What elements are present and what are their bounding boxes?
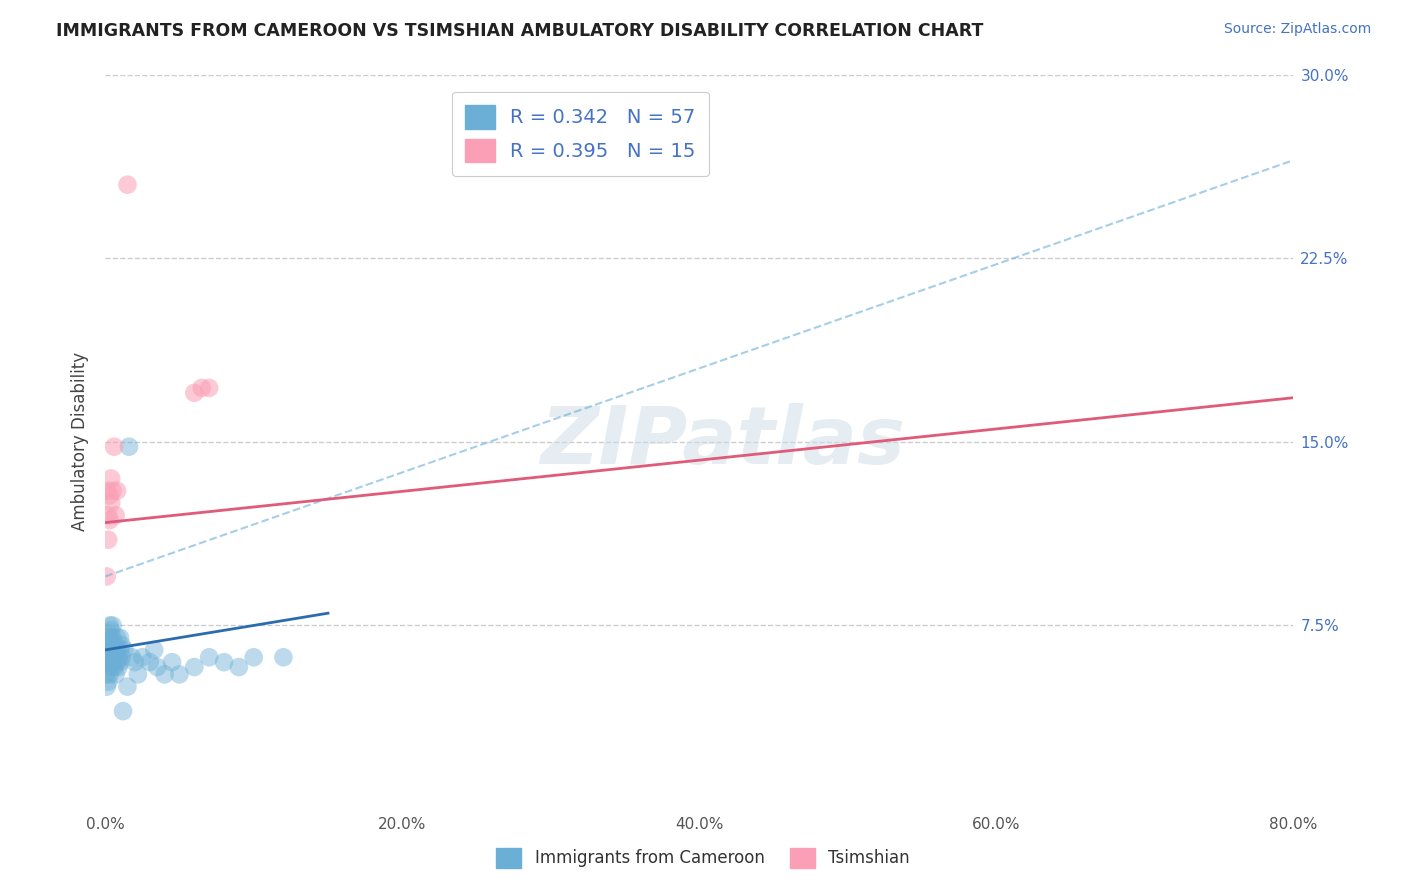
Point (107, 650, 129, 665)
Point (103, 660, 125, 674)
Point (101, 643, 124, 657)
Point (107, 660, 129, 674)
Point (153, 667, 176, 681)
Point (101, 618, 124, 632)
Point (117, 178, 139, 192)
Point (105, 643, 128, 657)
Point (212, 655, 235, 669)
Legend: Immigrants from Cameroon, Tsimshian: Immigrants from Cameroon, Tsimshian (489, 841, 917, 875)
Legend: R = 0.342   N = 57, R = 0.395   N = 15: R = 0.342 N = 57, R = 0.395 N = 15 (451, 92, 709, 176)
Point (228, 660, 250, 674)
Point (118, 440, 141, 454)
Point (104, 508, 127, 523)
Point (105, 483, 128, 498)
Text: Source: ZipAtlas.com: Source: ZipAtlas.com (1223, 22, 1371, 37)
Text: IMMIGRANTS FROM CAMEROON VS TSIMSHIAN AMBULATORY DISABILITY CORRELATION CHART: IMMIGRANTS FROM CAMEROON VS TSIMSHIAN AM… (56, 22, 984, 40)
Point (98, 667, 121, 681)
Point (169, 667, 191, 681)
Point (100, 471, 122, 485)
Point (96, 655, 118, 669)
Point (101, 631, 124, 645)
Point (103, 648, 125, 662)
Point (100, 496, 122, 510)
Point (96, 483, 118, 498)
Point (104, 655, 127, 669)
Point (114, 643, 136, 657)
Point (96, 667, 118, 681)
Point (104, 667, 127, 681)
Point (96, 569, 118, 583)
Point (98, 655, 121, 669)
Point (112, 704, 135, 718)
Point (101, 483, 124, 498)
Point (117, 680, 139, 694)
Text: ZIPatlas: ZIPatlas (540, 403, 905, 481)
Point (101, 655, 124, 669)
Point (97, 674, 120, 689)
Point (98, 489, 121, 503)
Point (183, 385, 205, 400)
Point (96, 680, 118, 694)
Point (100, 635, 122, 649)
Point (97, 533, 120, 547)
Point (198, 650, 221, 665)
Point (97, 660, 120, 674)
Point (98, 643, 121, 657)
Point (98, 618, 121, 632)
Point (110, 650, 132, 665)
Point (104, 643, 127, 657)
Point (103, 635, 125, 649)
Point (108, 655, 131, 669)
Point (121, 650, 143, 665)
Point (108, 631, 131, 645)
Point (98, 513, 121, 527)
Point (108, 643, 131, 657)
Point (198, 381, 221, 395)
Point (139, 655, 162, 669)
Point (103, 440, 125, 454)
Point (242, 650, 264, 665)
Point (160, 655, 183, 669)
Point (131, 650, 153, 665)
Point (146, 660, 169, 674)
Point (97, 648, 120, 662)
Point (110, 638, 132, 652)
Point (100, 648, 122, 662)
Y-axis label: Ambulatory Disability: Ambulatory Disability (72, 352, 89, 532)
Point (183, 660, 205, 674)
Point (97, 508, 120, 523)
Point (124, 655, 146, 669)
Point (143, 643, 166, 657)
Point (100, 624, 122, 638)
Point (190, 381, 212, 395)
Point (98, 631, 121, 645)
Point (273, 650, 295, 665)
Point (105, 655, 128, 669)
Point (100, 660, 122, 674)
Point (105, 631, 128, 645)
Point (97, 625, 120, 640)
Point (127, 667, 149, 681)
Point (97, 635, 120, 649)
